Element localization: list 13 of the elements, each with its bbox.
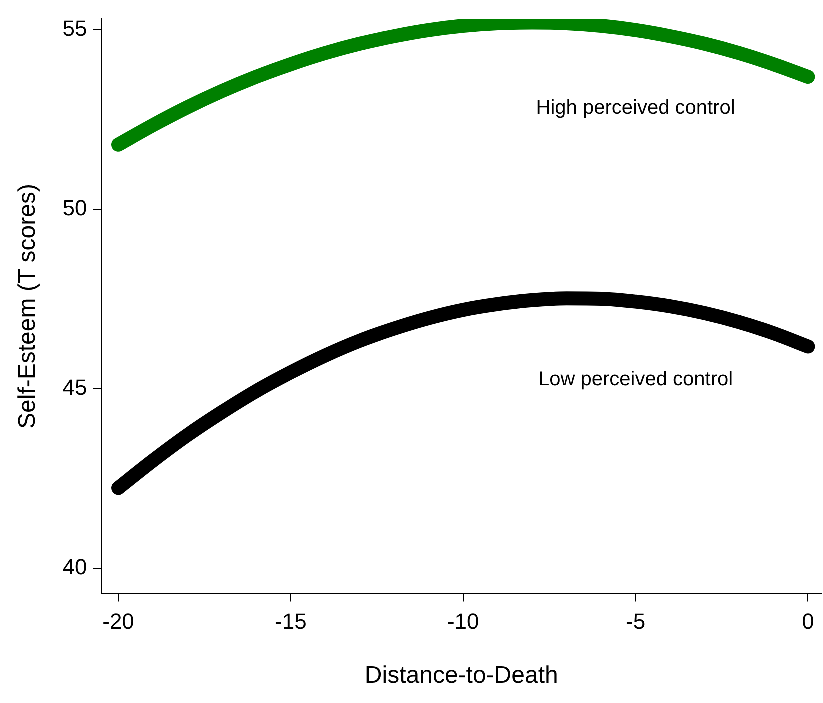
- x-tick-label: -15: [275, 609, 307, 634]
- x-axis-title: Distance-to-Death: [364, 662, 558, 690]
- text: Low perceived control: [538, 368, 734, 390]
- y-tick-label: 55: [62, 16, 88, 42]
- y-axis-title: Self-Esteem (T scores): [14, 184, 42, 429]
- y-tick-label: 45: [62, 375, 88, 400]
- x-tick-label: -20: [102, 609, 134, 634]
- text: High perceived control: [536, 96, 736, 119]
- y-tick-label: 40: [62, 554, 88, 580]
- x-tick-label: -10: [447, 609, 480, 634]
- y-tick-label: 50: [62, 196, 88, 221]
- x-tick-label: -5: [626, 609, 646, 634]
- x-tick-label: 0: [802, 609, 814, 634]
